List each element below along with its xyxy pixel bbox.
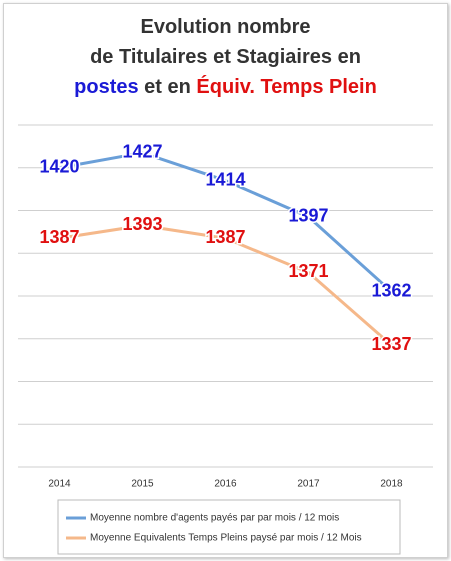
x-tick-label: 2018 bbox=[380, 479, 403, 490]
legend-box bbox=[57, 499, 401, 555]
x-tick-label: 2015 bbox=[131, 479, 154, 490]
title-line: Evolution nombre bbox=[140, 16, 311, 38]
legend-label: Moyenne nombre d'agents payés par par mo… bbox=[90, 513, 339, 524]
data-label: 1337 bbox=[371, 334, 411, 354]
data-label: 1397 bbox=[288, 206, 328, 226]
data-label: 1420 bbox=[39, 157, 79, 177]
data-label: 1414 bbox=[205, 169, 245, 189]
data-label: 1362 bbox=[371, 280, 411, 300]
series-line bbox=[59, 223, 393, 347]
data-label: 1393 bbox=[122, 214, 162, 234]
series-line bbox=[59, 151, 393, 293]
data-label: 1387 bbox=[205, 227, 245, 247]
legend-label: Moyenne Equivalents Temps Pleins paysé p… bbox=[90, 533, 362, 544]
chart-frame bbox=[3, 3, 448, 558]
data-label: 1371 bbox=[288, 261, 328, 281]
title-part: et en bbox=[138, 76, 197, 98]
x-tick-label: 2016 bbox=[214, 479, 237, 490]
chart-title: Evolution nombre de Titulaires et Stagia… bbox=[0, 12, 451, 102]
data-label: 1387 bbox=[39, 227, 79, 247]
data-label: 1427 bbox=[122, 142, 162, 162]
title-part: postes bbox=[74, 76, 139, 98]
title-part: Équiv. Temps Plein bbox=[196, 76, 377, 98]
x-tick-label: 2017 bbox=[297, 479, 320, 490]
title-line: de Titulaires et Stagiaires en bbox=[90, 46, 361, 68]
title-line: postes et en Équiv. Temps Plein bbox=[0, 72, 451, 102]
x-tick-label: 2014 bbox=[48, 479, 71, 490]
